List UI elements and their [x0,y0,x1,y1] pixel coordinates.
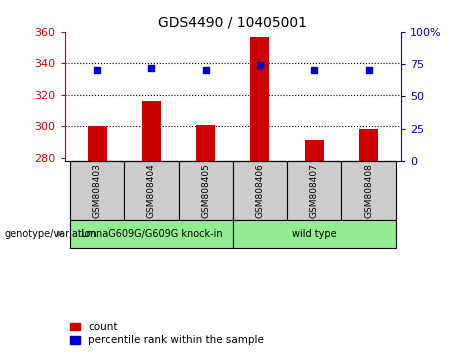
Text: LmnaG609G/G609G knock-in: LmnaG609G/G609G knock-in [81,229,222,239]
Legend: count, percentile rank within the sample: count, percentile rank within the sample [70,322,264,345]
Text: GSM808406: GSM808406 [255,163,265,218]
Bar [341,161,396,219]
Text: GSM808405: GSM808405 [201,163,210,218]
Point [256,62,264,68]
Bar [70,219,233,248]
Bar [142,101,161,161]
Text: GSM808403: GSM808403 [93,163,101,218]
Point [311,67,318,73]
Title: GDS4490 / 10405001: GDS4490 / 10405001 [158,15,307,29]
Bar [287,161,341,219]
Text: GSM808404: GSM808404 [147,163,156,218]
Text: GSM808407: GSM808407 [310,163,319,218]
Point [202,67,209,73]
Bar [70,161,124,219]
Bar [233,161,287,219]
Bar [196,125,215,161]
Text: genotype/variation: genotype/variation [5,229,97,239]
Bar [124,161,178,219]
Point [94,67,101,73]
Point [148,65,155,71]
Bar [88,126,106,161]
Bar [305,141,324,161]
Bar [233,219,396,248]
Bar [178,161,233,219]
Bar [250,36,269,161]
Point [365,67,372,73]
Text: wild type: wild type [292,229,337,239]
Bar [359,130,378,161]
Text: GSM808408: GSM808408 [364,163,373,218]
